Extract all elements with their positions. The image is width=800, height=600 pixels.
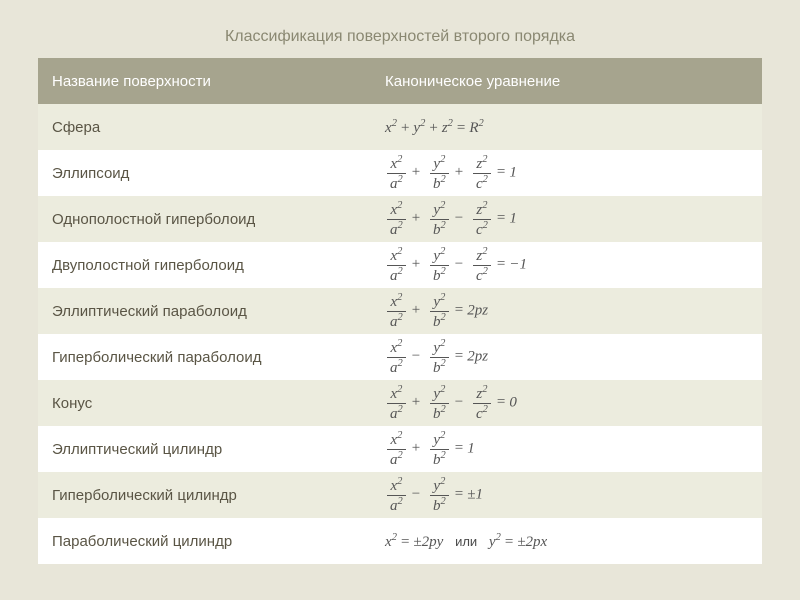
table-row: Эллипсоид x2a2+ y2b2+ z2c2=1 [38,150,762,196]
table-row: Конус x2a2+ y2b2− z2c2=0 [38,380,762,426]
surface-equation: x2a2− y2b2=2pz [371,334,762,380]
page-title: Классификация поверхностей второго поряд… [38,28,762,46]
table-row: Эллиптический цилиндр x2a2+ y2b2=1 [38,426,762,472]
table-row: Гиперболический параболоид x2a2− y2b2=2p… [38,334,762,380]
or-label: или [455,534,477,549]
surface-name: Сфера [38,104,371,150]
surface-equation: x2a2+ y2b2− z2c2=0 [371,380,762,426]
surface-equation: x2a2+ y2b2=1 [371,426,762,472]
table-row: Гиперболический цилиндр x2a2− y2b2=±1 [38,472,762,518]
surface-equation: x2a2− y2b2=±1 [371,472,762,518]
surface-equation: x2=±2py или y2=±2px [371,518,762,564]
table-row: Эллиптический параболоид x2a2+ y2b2=2pz [38,288,762,334]
table-row: Двуполостной гиперболоид x2a2+ y2b2− z2c… [38,242,762,288]
surface-name: Двуполостной гиперболоид [38,242,371,288]
surface-equation: x2a2+ y2b2=2pz [371,288,762,334]
surface-equation: x2a2+ y2b2− z2c2=1 [371,196,762,242]
surface-name: Конус [38,380,371,426]
table-header-row: Название поверхности Каноническое уравне… [38,58,762,104]
header-equation: Каноническое уравнение [371,58,762,104]
surface-name: Эллипсоид [38,150,371,196]
surfaces-table: Название поверхности Каноническое уравне… [38,58,762,564]
surface-name: Эллиптический параболоид [38,288,371,334]
surface-name: Параболический цилиндр [38,518,371,564]
surface-equation: x2+y2+z2=R2 [371,104,762,150]
table-row: Параболический цилиндр x2=±2py или y2=±2… [38,518,762,564]
surface-name: Однополостной гиперболоид [38,196,371,242]
surface-name: Гиперболический параболоид [38,334,371,380]
table-row: Однополостной гиперболоид x2a2+ y2b2− z2… [38,196,762,242]
surface-equation: x2a2+ y2b2− z2c2=−1 [371,242,762,288]
surface-name: Эллиптический цилиндр [38,426,371,472]
surface-name: Гиперболический цилиндр [38,472,371,518]
table-row: Сфера x2+y2+z2=R2 [38,104,762,150]
header-name: Название поверхности [38,58,371,104]
surface-equation: x2a2+ y2b2+ z2c2=1 [371,150,762,196]
